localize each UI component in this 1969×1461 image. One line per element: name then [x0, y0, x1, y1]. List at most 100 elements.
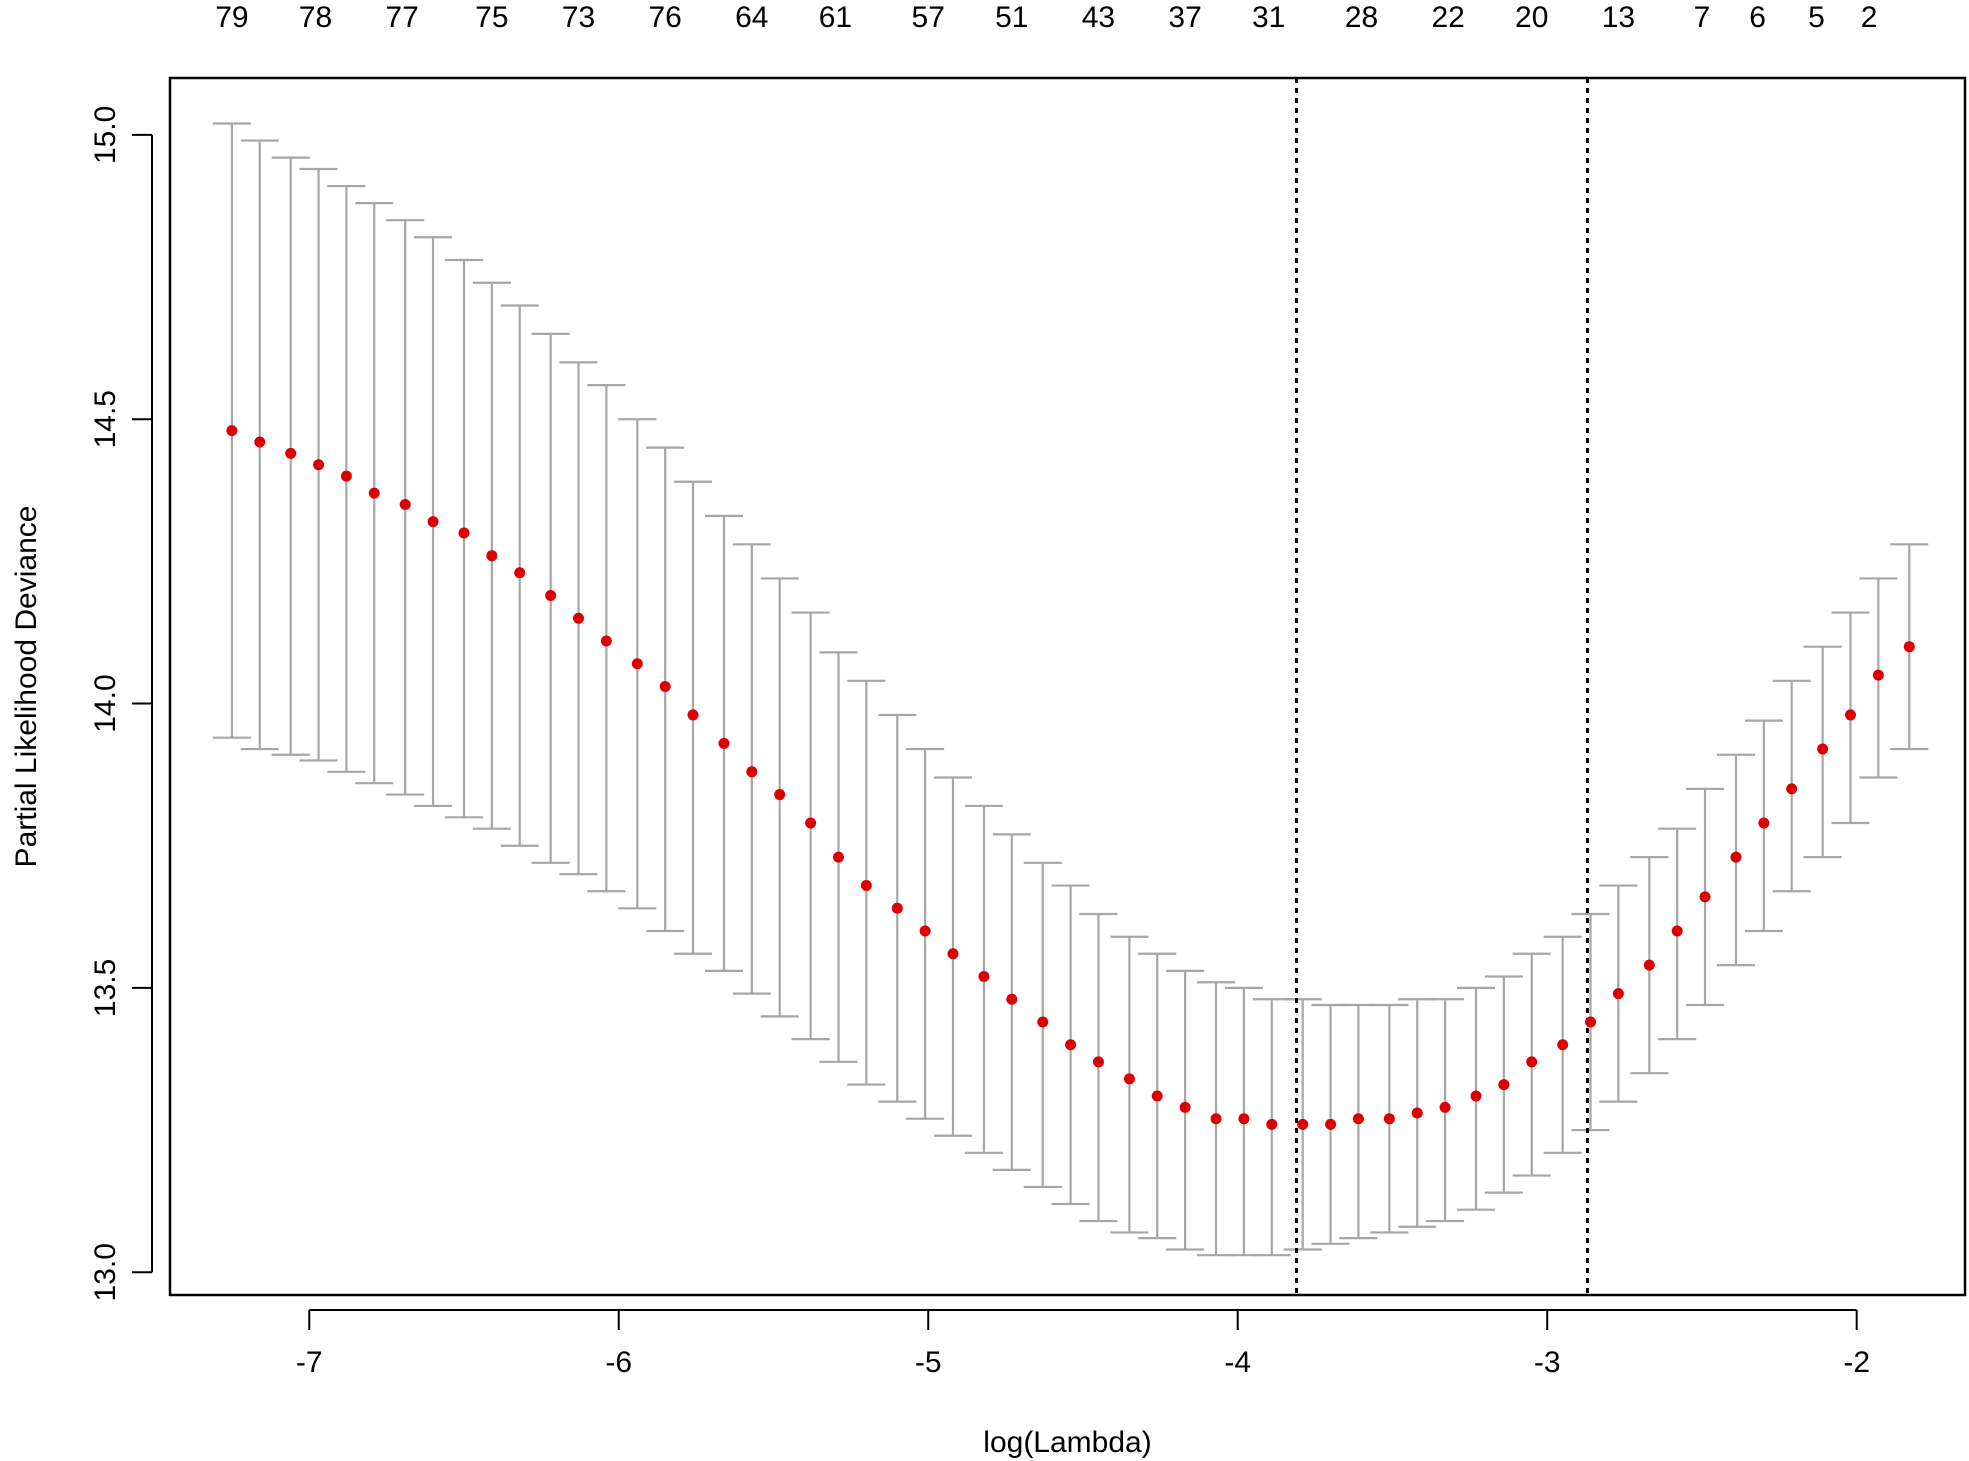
- y-tick-label-4: 15.0: [89, 106, 122, 164]
- x-tick-label-3: -4: [1224, 1346, 1251, 1379]
- data-point-39: [1352, 1113, 1364, 1125]
- data-point-16: [687, 709, 699, 721]
- data-point-47: [1585, 1016, 1597, 1028]
- top-count-label-4: 73: [562, 1, 595, 34]
- top-count-label-10: 43: [1082, 1, 1115, 34]
- top-count-label-14: 22: [1431, 1, 1464, 34]
- y-tick-label-2: 14.0: [89, 674, 122, 732]
- data-point-20: [805, 817, 817, 829]
- data-point-12: [573, 612, 585, 624]
- data-point-4: [340, 470, 352, 482]
- data-point-9: [486, 550, 498, 562]
- data-point-13: [600, 635, 612, 647]
- data-point-51: [1699, 891, 1711, 903]
- data-point-46: [1557, 1039, 1569, 1051]
- plot-frame: [168, 76, 1967, 1297]
- top-count-label-3: 75: [475, 1, 508, 34]
- data-point-34: [1210, 1113, 1222, 1125]
- top-count-label-5: 76: [648, 1, 681, 34]
- data-point-38: [1325, 1118, 1337, 1130]
- top-count-label-12: 31: [1252, 1, 1285, 34]
- data-point-26: [978, 971, 990, 983]
- top-count-label-20: 2: [1861, 1, 1878, 34]
- data-point-0: [226, 425, 238, 437]
- data-point-58: [1903, 641, 1915, 653]
- data-point-54: [1786, 783, 1798, 795]
- reference-lines: [1295, 78, 1589, 1295]
- data-point-5: [368, 487, 380, 499]
- x-tick-label-4: -3: [1534, 1346, 1561, 1379]
- data-point-27: [1006, 993, 1018, 1005]
- data-point-50: [1671, 925, 1683, 937]
- top-count-label-2: 77: [385, 1, 418, 34]
- y-tick-label-1: 13.5: [89, 959, 122, 1017]
- data-point-22: [860, 880, 872, 892]
- x-axis-title: log(Lambda): [983, 1426, 1151, 1459]
- top-count-label-16: 13: [1602, 1, 1635, 34]
- top-count-label-11: 37: [1168, 1, 1201, 34]
- y-tick-label-0: 13.0: [89, 1243, 122, 1301]
- top-count-label-7: 61: [819, 1, 852, 34]
- data-point-17: [718, 737, 730, 749]
- top-count-label-13: 28: [1345, 1, 1378, 34]
- x-tick-label-1: -6: [605, 1346, 632, 1379]
- data-point-32: [1151, 1090, 1163, 1102]
- data-point-8: [458, 527, 470, 539]
- data-points: [226, 425, 1915, 1130]
- data-point-30: [1092, 1056, 1104, 1068]
- data-point-24: [919, 925, 931, 937]
- top-count-label-9: 51: [995, 1, 1028, 34]
- data-point-52: [1730, 851, 1742, 863]
- x-tick-label-0: -7: [296, 1346, 323, 1379]
- data-point-25: [947, 948, 959, 960]
- data-point-14: [631, 658, 643, 670]
- data-point-41: [1411, 1107, 1423, 1119]
- top-count-label-8: 57: [912, 1, 945, 34]
- data-point-3: [313, 459, 325, 471]
- data-point-37: [1297, 1118, 1309, 1130]
- data-point-11: [545, 590, 557, 602]
- data-point-35: [1238, 1113, 1250, 1125]
- data-point-36: [1266, 1118, 1278, 1130]
- data-point-1: [254, 436, 266, 448]
- data-point-44: [1498, 1079, 1510, 1091]
- top-count-label-1: 78: [299, 1, 332, 34]
- top-axis: 79 78 77 75 73 76 64 61 57 51 43 37 31 28 22 20 13 7 6 5 2: [215, 1, 1877, 34]
- top-count-label-0: 79: [215, 1, 248, 34]
- data-point-42: [1439, 1101, 1451, 1113]
- top-count-label-19: 5: [1808, 1, 1825, 34]
- data-point-23: [891, 902, 903, 914]
- x-tick-label-2: -5: [915, 1346, 942, 1379]
- data-point-40: [1383, 1113, 1395, 1125]
- data-point-15: [659, 681, 671, 692]
- top-count-label-18: 6: [1749, 1, 1766, 34]
- y-axis: 13.0 13.5 14.0 14.5 15.0: [89, 106, 153, 1301]
- data-point-18: [746, 766, 758, 778]
- data-point-56: [1844, 709, 1856, 721]
- x-tick-label-5: -2: [1843, 1346, 1870, 1379]
- data-point-19: [774, 789, 786, 801]
- data-point-2: [285, 447, 297, 459]
- data-point-28: [1037, 1016, 1049, 1028]
- data-point-21: [832, 851, 844, 863]
- top-count-label-17: 7: [1694, 1, 1711, 34]
- data-point-49: [1643, 959, 1655, 971]
- top-count-label-6: 64: [735, 1, 768, 34]
- data-point-33: [1179, 1101, 1191, 1113]
- y-axis-title: Partial Likelihood Deviance: [10, 506, 43, 868]
- data-point-53: [1758, 817, 1770, 829]
- data-point-45: [1526, 1056, 1538, 1068]
- data-point-48: [1612, 988, 1624, 1000]
- data-point-6: [399, 499, 411, 511]
- x-axis: -7 -6 -5 -4 -3 -2: [296, 1309, 1870, 1379]
- data-point-43: [1470, 1090, 1482, 1102]
- data-point-29: [1065, 1039, 1077, 1051]
- data-point-55: [1817, 743, 1829, 755]
- y-tick-label-3: 14.5: [89, 390, 122, 448]
- top-count-label-15: 20: [1515, 1, 1548, 34]
- data-point-57: [1872, 669, 1884, 681]
- data-point-10: [514, 567, 526, 579]
- data-point-7: [427, 516, 439, 528]
